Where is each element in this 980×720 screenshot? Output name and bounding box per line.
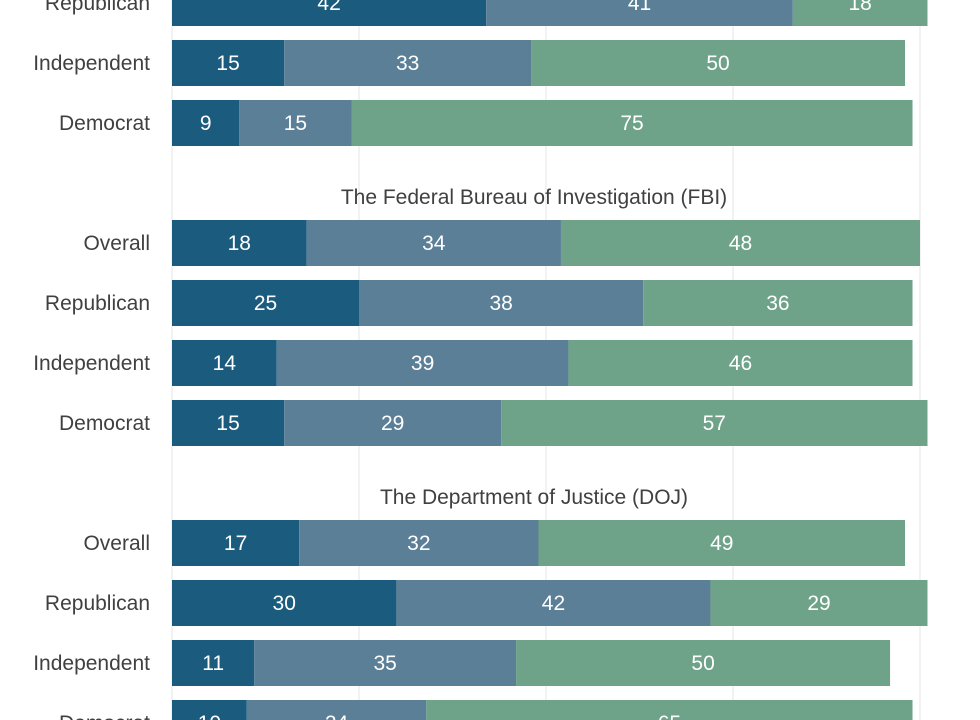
row-label: Republican	[45, 592, 150, 615]
bar-row: Independent 11 35 50	[33, 640, 891, 686]
segment-value-label: 35	[374, 652, 397, 675]
segment-value-label: 39	[411, 352, 434, 375]
segment-value-label: 17	[224, 532, 247, 555]
segment-value-label: 29	[807, 592, 830, 615]
segment-value-label: 10	[198, 712, 221, 720]
bar-segment	[396, 580, 711, 626]
bar-row: Republican 42 41 18	[45, 0, 928, 26]
bar-segment	[351, 100, 913, 146]
segment-value-label: 36	[766, 292, 789, 315]
bar-row: Overall 17 32 49	[83, 520, 906, 566]
row-label: Overall	[83, 532, 150, 555]
row-label: Republican	[45, 292, 150, 315]
bar-segment	[568, 340, 913, 386]
row-label: Democrat	[59, 112, 150, 135]
bar-segment	[284, 400, 502, 446]
bar-segment	[501, 400, 928, 446]
bar-segment	[172, 340, 277, 386]
bar-segment	[531, 40, 906, 86]
segment-value-label: 9	[200, 112, 212, 135]
row-label: Independent	[33, 652, 150, 675]
segment-value-label: 49	[710, 532, 733, 555]
bar-segment	[516, 640, 891, 686]
bar-segment	[172, 520, 300, 566]
segment-value-label: 18	[228, 232, 251, 255]
bar-segment	[538, 520, 906, 566]
bar-segment	[172, 0, 487, 26]
bar-row: Democrat 10 24 65	[59, 700, 913, 720]
segment-value-label: 48	[729, 232, 752, 255]
segment-value-label: 34	[422, 232, 446, 255]
bar-row: Democrat 9 15 75	[59, 100, 913, 146]
segment-value-label: 50	[691, 652, 714, 675]
bar-segment	[172, 100, 240, 146]
row-label: Democrat	[59, 712, 150, 720]
bar-row: Republican 30 42 29	[45, 580, 928, 626]
bar-segment	[276, 340, 569, 386]
segment-value-label: 75	[620, 112, 643, 135]
bar-segment	[254, 640, 517, 686]
bar-segment	[172, 220, 307, 266]
segment-value-label: 18	[848, 0, 871, 15]
bar-segment	[172, 640, 255, 686]
bar-segment	[359, 280, 644, 326]
bar-rows: Republican 42 41 18 Independent 15 33 50 Democra…	[33, 0, 928, 720]
panel-title: The Federal Bureau of Investigation (FBI…	[341, 186, 727, 209]
bar-row: Overall 18 34 48	[83, 220, 920, 266]
segment-value-label: 32	[407, 532, 430, 555]
bar-segment	[246, 700, 427, 720]
panel-title: The Department of Justice (DOJ)	[380, 486, 688, 509]
segment-value-label: 25	[254, 292, 277, 315]
segment-value-label: 38	[489, 292, 512, 315]
bar-segment	[172, 700, 247, 720]
row-label: Overall	[83, 232, 150, 255]
segment-value-label: 65	[658, 712, 681, 720]
segment-value-label: 29	[381, 412, 404, 435]
bar-segment	[172, 400, 285, 446]
bar-segment	[643, 280, 913, 326]
row-label: Independent	[33, 52, 150, 75]
bar-segment	[560, 220, 920, 266]
bar-segment	[710, 580, 928, 626]
segment-value-label: 14	[213, 352, 237, 375]
segment-value-label: 50	[706, 52, 729, 75]
segment-value-label: 15	[216, 412, 239, 435]
segment-value-label: 42	[542, 592, 565, 615]
segment-value-label: 11	[202, 652, 224, 675]
bar-segment	[792, 0, 928, 26]
bar-segment	[239, 100, 352, 146]
bar-segment	[172, 40, 285, 86]
segment-value-label: 30	[273, 592, 296, 615]
bar-segment	[486, 0, 793, 26]
segment-value-label: 57	[703, 412, 726, 435]
segment-value-label: 41	[628, 0, 651, 15]
row-label: Independent	[33, 352, 150, 375]
bar-row: Democrat 15 29 57	[59, 400, 928, 446]
bar-segment	[284, 40, 532, 86]
bar-segment	[172, 580, 397, 626]
row-label: Republican	[45, 0, 150, 15]
row-label: Democrat	[59, 412, 150, 435]
bar-segment	[426, 700, 913, 720]
segment-value-label: 24	[325, 712, 349, 720]
bar-row: Independent 14 39 46	[33, 340, 913, 386]
bar-segment	[299, 520, 539, 566]
bar-segment	[306, 220, 561, 266]
bar-row: Independent 15 33 50	[33, 40, 906, 86]
bar-row: Republican 25 38 36	[45, 280, 913, 326]
segment-value-label: 15	[216, 52, 239, 75]
segment-value-label: 46	[729, 352, 752, 375]
segment-value-label: 15	[284, 112, 307, 135]
bar-segment	[172, 280, 359, 326]
segment-value-label: 42	[317, 0, 340, 15]
segment-value-label: 33	[396, 52, 419, 75]
